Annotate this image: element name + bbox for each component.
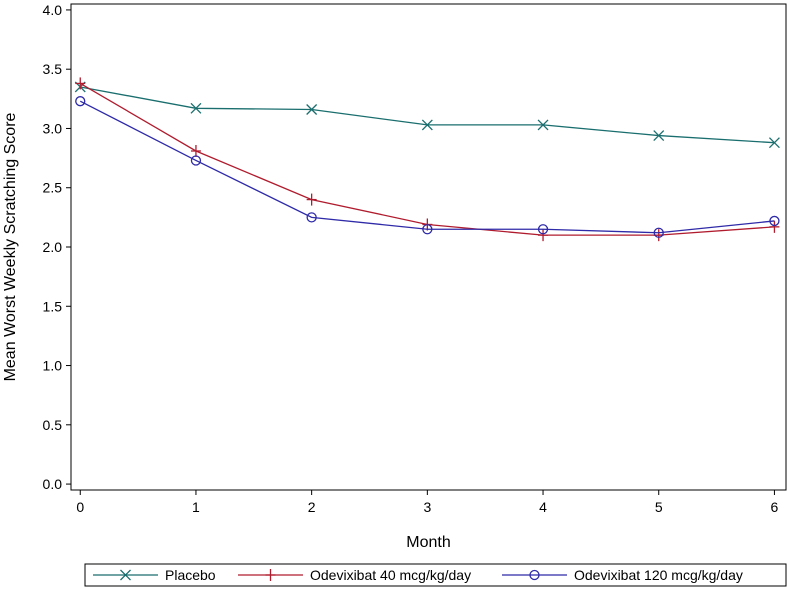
legend-marker [265,569,276,581]
legend-label: Odevixibat 120 mcg/kg/day [574,567,743,583]
y-tick-label: 0.5 [43,417,63,433]
data-point [306,193,317,206]
legend-label: Odevixibat 40 mcg/kg/day [310,567,471,583]
data-point [190,144,201,157]
y-tick-label: 4.0 [43,2,63,18]
data-point [769,215,780,227]
data-point [537,224,549,235]
x-tick-label: 2 [308,499,316,515]
data-point [653,227,664,238]
y-tick-label: 1.5 [43,298,63,314]
y-tick-label: 3.5 [43,61,63,77]
data-point [768,137,780,149]
x-tick-label: 1 [192,499,200,515]
legend-entry: Odevixibat 40 mcg/kg/day [238,567,471,583]
y-axis-title: Mean Worst Weekly Scratching Score [2,112,19,381]
data-point [422,224,433,235]
legend-box [84,563,787,587]
y-tick-label: 3.0 [43,120,63,136]
data-point [306,104,318,115]
data-point [75,96,86,107]
x-tick-label: 3 [423,499,431,515]
x-tick-label: 5 [655,499,663,515]
series-layer [74,77,780,242]
legend: Placebo Odevixibat 40 mcg/kg/day Odevixiba… [84,563,787,587]
data-point [421,119,433,131]
legend-label: Placebo [165,567,216,583]
legend-marker [120,569,131,581]
series-line-3 [79,100,775,234]
data-point [769,220,780,233]
legend-marker [529,569,540,581]
x-tick-label: 4 [539,499,547,515]
data-point [538,229,549,242]
data-point [306,212,317,223]
data-point [75,77,86,90]
legend-entry: Placebo [93,567,216,583]
x-tick-label: 0 [76,499,84,515]
x-axis-title: Month [406,534,450,551]
data-point [190,155,202,166]
y-tick-label: 2.5 [43,180,63,196]
data-point [653,130,665,142]
data-point [190,102,202,114]
y-tick-label: 1.0 [43,358,63,374]
plot-frame [70,3,787,491]
axes: 0 1 2 3 4 5 6 0.0 0.5 1.0 1.5 2.0 2.5 3.0 3.5 4.0 Month M… [2,2,787,551]
x-tick-label: 6 [771,499,779,515]
data-point [537,119,549,131]
y-tick-label: 2.0 [43,239,63,255]
legend-entry: Odevixibat 120 mcg/kg/day [502,567,743,583]
y-tick-label: 0.0 [43,476,63,492]
